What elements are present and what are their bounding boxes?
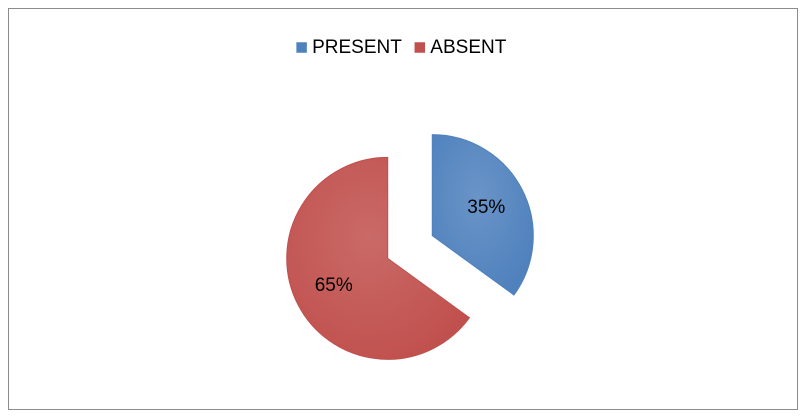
pie-slice [286, 156, 471, 360]
data-label: 35% [467, 197, 505, 218]
data-label: 65% [315, 275, 353, 296]
legend-swatch [295, 41, 308, 54]
pie-slice [431, 134, 534, 296]
legend-swatch [414, 41, 426, 54]
legend-label: PRESENT [312, 37, 402, 58]
legend-label: ABSENT [430, 37, 506, 58]
